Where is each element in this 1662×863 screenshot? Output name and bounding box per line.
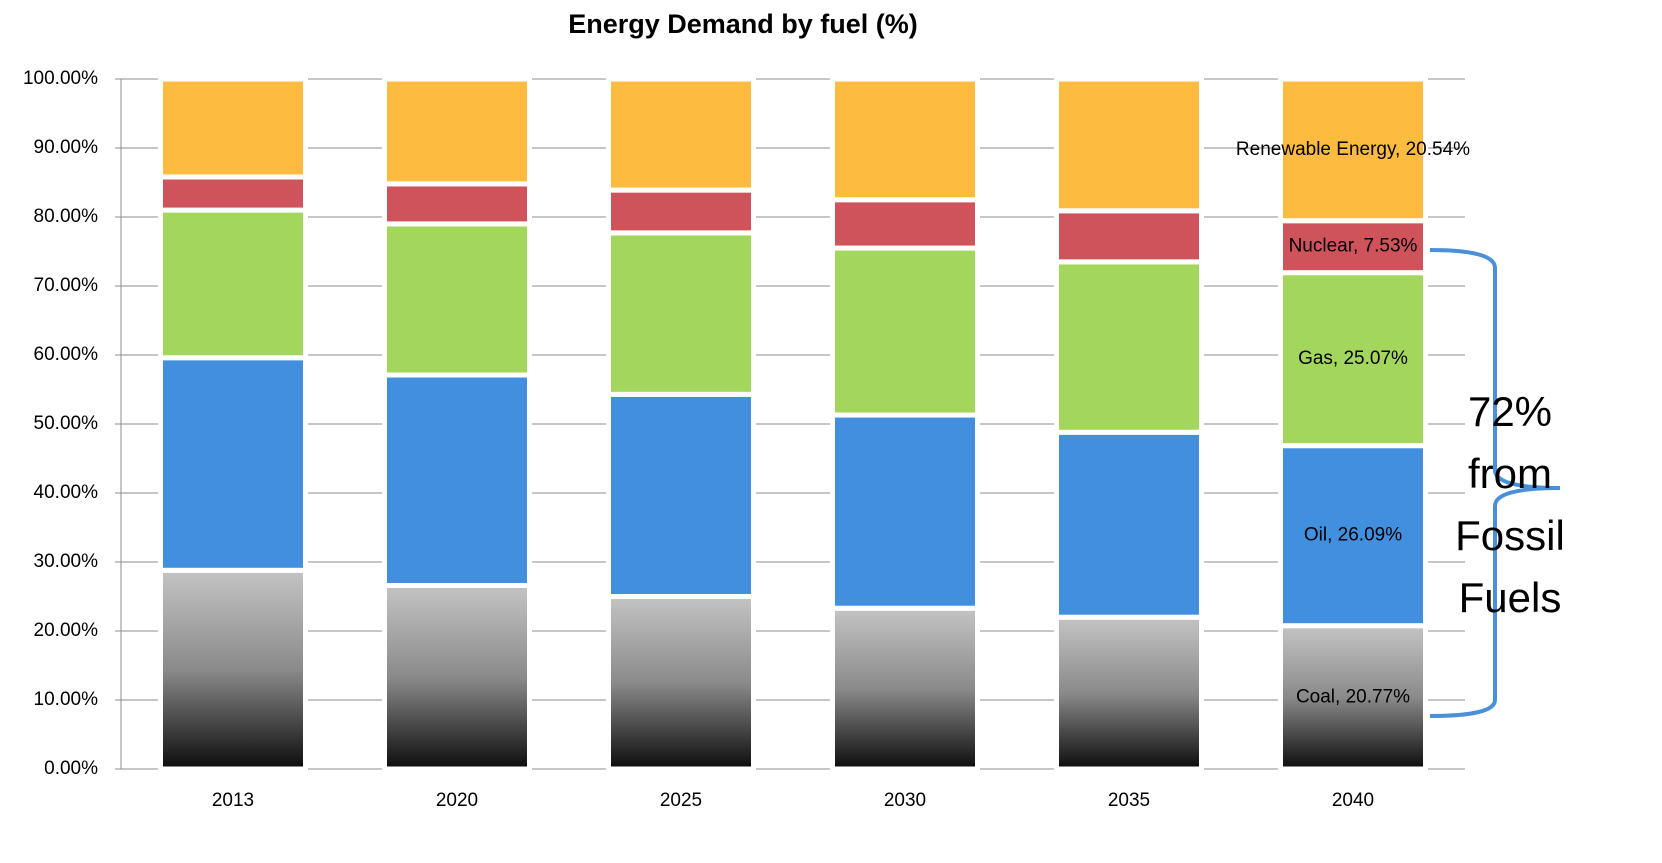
bracket [1429, 248, 1561, 718]
data-label: Renewable Energy, 20.54% [1236, 139, 1470, 160]
bar-segment [606, 230, 756, 397]
y-tick-label: 30.00% [34, 551, 99, 572]
annotation: 72% [1468, 388, 1552, 435]
bar-segment [1054, 76, 1204, 214]
x-tick-label: 2013 [212, 790, 254, 811]
bar-segment [382, 221, 532, 378]
chart-title: Energy Demand by fuel (%) [568, 9, 918, 39]
bar-segment [158, 355, 308, 573]
bar-segment [158, 174, 308, 213]
y-tick-label: 70.00% [34, 275, 99, 296]
y-tick-label: 0.00% [44, 758, 98, 779]
bar-segment [830, 197, 980, 251]
y-tick-label: 10.00% [34, 689, 99, 710]
bar-segment [382, 372, 532, 588]
bar-segment [1278, 623, 1428, 772]
bar-segment [830, 245, 980, 418]
bar-segment [830, 605, 980, 772]
y-tick-label: 80.00% [34, 206, 99, 227]
x-tick-label: 2030 [884, 790, 926, 811]
y-tick-label: 100.00% [23, 68, 98, 89]
data-label: Coal, 20.77% [1296, 686, 1410, 707]
bar-segment [1278, 218, 1428, 276]
y-tick-label: 60.00% [34, 344, 99, 365]
bar-segment [382, 181, 532, 227]
bar-segment [382, 76, 532, 187]
bar-segment [1054, 429, 1204, 620]
bar-segment [1278, 443, 1428, 629]
annotation: from [1468, 450, 1552, 497]
y-tick-label: 90.00% [34, 137, 99, 158]
annotation: Fuels [1459, 574, 1562, 621]
bar-segment [1278, 270, 1428, 449]
bar-segment [158, 567, 308, 772]
bar-segment [158, 76, 308, 180]
x-tick-label: 2020 [436, 790, 478, 811]
x-tick-label: 2025 [660, 790, 702, 811]
bar-segment [606, 76, 756, 193]
bar-segment [1054, 614, 1204, 772]
bar-segment [606, 594, 756, 772]
x-tick-label: 2035 [1108, 790, 1150, 811]
annotation: Fossil [1455, 512, 1565, 559]
bar-segment [606, 187, 756, 236]
data-label: Gas, 25.07% [1298, 348, 1408, 369]
data-label: Oil, 26.09% [1304, 525, 1402, 546]
bar-segment [1054, 259, 1204, 435]
bar-segment [382, 582, 532, 772]
bar-segment [830, 76, 980, 203]
bar-segment [1054, 208, 1204, 265]
y-tick-label: 50.00% [34, 413, 99, 434]
bar-segment [830, 412, 980, 611]
y-tick-label: 20.00% [34, 620, 99, 641]
bar-segment [606, 391, 756, 599]
data-label: Nuclear, 7.53% [1289, 236, 1418, 257]
y-tick-label: 40.00% [34, 482, 99, 503]
bar-segment [158, 207, 308, 361]
x-tick-label: 2040 [1332, 790, 1374, 811]
bar-segment [1278, 76, 1428, 224]
